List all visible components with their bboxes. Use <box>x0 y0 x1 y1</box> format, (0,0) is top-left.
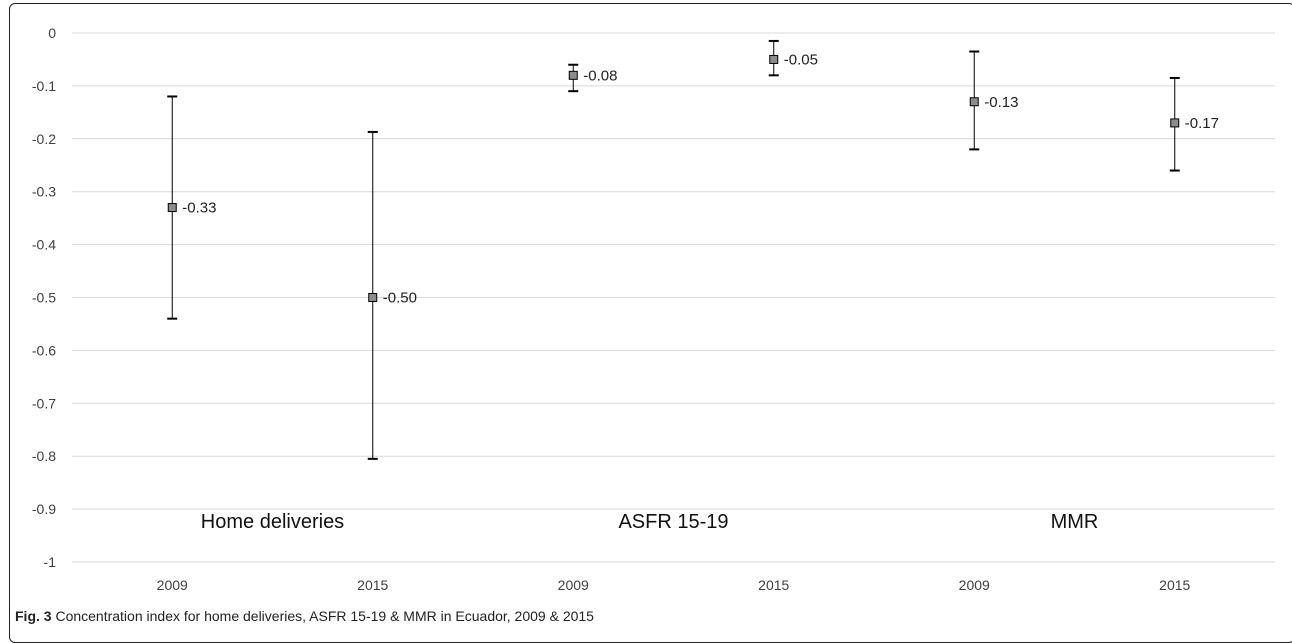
y-tick-label: -0.7 <box>32 395 56 411</box>
figure-caption: Fig. 3 Concentration index for home deli… <box>15 608 594 624</box>
y-tick-label: 0 <box>48 25 56 41</box>
group-labels: Home deliveries ASFR 15-19 MMR <box>201 511 1099 533</box>
caption-label: Fig. 3 <box>15 608 52 624</box>
x-tick-label: 2015 <box>1159 577 1190 593</box>
y-tick-label: -0.1 <box>32 78 56 94</box>
y-tick-label: -0.5 <box>32 290 56 306</box>
gridlines <box>72 32 1275 563</box>
y-tick-label: -0.2 <box>32 131 56 147</box>
caption-text: Concentration index for home deliveries,… <box>51 608 594 624</box>
data-label: -0.33 <box>182 200 216 217</box>
group-label: MMR <box>1051 511 1099 533</box>
data-point-marker <box>769 54 779 64</box>
group-label: ASFR 15-19 <box>618 511 728 533</box>
y-tick-label: -0.3 <box>32 184 56 200</box>
data-label: -0.08 <box>583 67 617 84</box>
x-tick-label: 2009 <box>157 577 188 593</box>
y-tick-label: -0.4 <box>32 237 56 253</box>
data-point-marker <box>969 97 979 107</box>
x-tick-label: 2015 <box>357 577 388 593</box>
data-label: -0.50 <box>383 290 417 307</box>
y-tick-label: -0.8 <box>32 448 56 464</box>
x-tick-label: 2009 <box>558 577 589 593</box>
y-tick-label: -1 <box>44 554 57 570</box>
x-axis-ticks: 2009 2015 2009 2015 2009 2015 <box>157 577 1191 593</box>
y-tick-label: -0.9 <box>32 501 56 517</box>
y-axis-ticks: 0 -0.1 -0.2 -0.3 -0.4 -0.5 -0.6 -0.7 -0.8 -0.9 -1 <box>32 25 56 570</box>
x-tick-label: 2015 <box>758 577 789 593</box>
data-label: -0.17 <box>1185 115 1219 132</box>
data-point-marker <box>568 70 578 80</box>
data-point-marker <box>1170 118 1180 128</box>
y-tick-label: -0.6 <box>32 342 56 358</box>
data-points: -0.33 -0.50 -0.08 -0.05 -0.13 -0.17 <box>167 39 1219 460</box>
data-point-marker <box>368 293 378 302</box>
data-label: -0.05 <box>784 51 818 68</box>
data-label: -0.13 <box>984 94 1018 111</box>
x-tick-label: 2009 <box>959 577 990 593</box>
group-label: Home deliveries <box>201 511 344 533</box>
data-point-marker <box>167 203 177 213</box>
